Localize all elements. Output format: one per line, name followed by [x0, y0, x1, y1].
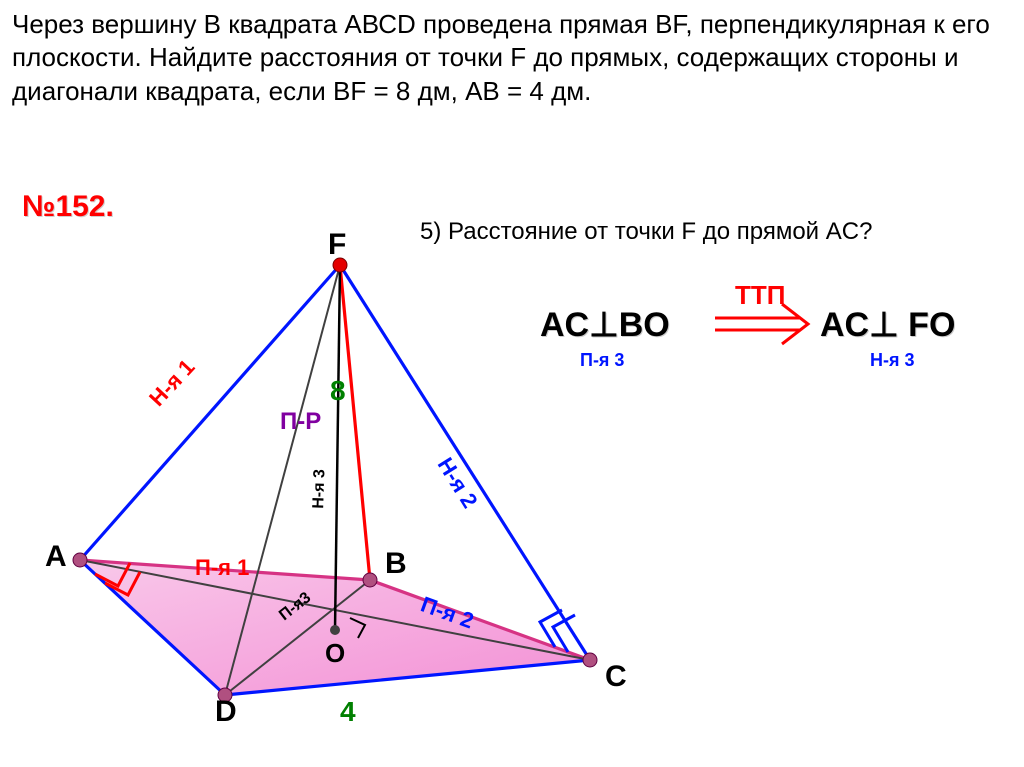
label-8: 8 — [330, 375, 346, 407]
label-B: B — [385, 547, 407, 581]
pt-C — [583, 653, 597, 667]
edge-FO — [335, 265, 340, 630]
label-D: D — [215, 695, 237, 729]
pt-A — [73, 553, 87, 567]
label-F: F — [328, 228, 346, 262]
label-C: C — [605, 660, 627, 694]
label-4: 4 — [340, 696, 356, 728]
pt-O — [330, 625, 340, 635]
edge-BF — [340, 265, 370, 580]
label-pya1: П-я 1 — [195, 555, 249, 581]
label-nya3: Н-я 3 — [310, 469, 329, 509]
label-A: A — [45, 540, 67, 574]
label-O: O — [325, 638, 345, 669]
label-PR: П-Р — [280, 408, 321, 436]
pt-B — [363, 573, 377, 587]
